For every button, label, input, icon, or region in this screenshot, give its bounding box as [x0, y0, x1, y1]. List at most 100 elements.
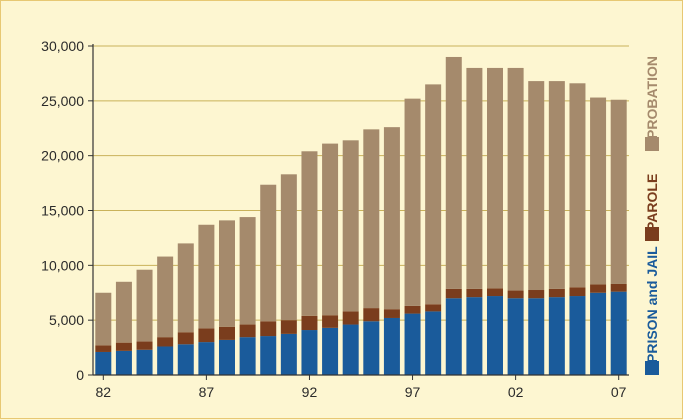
x-tick-labels: 82 87 92 97 02 07	[96, 384, 627, 400]
bar-probation-98	[425, 84, 442, 305]
x-tick-label: 07	[611, 384, 627, 400]
bar-prison-and-jail-99	[445, 298, 462, 375]
legend-swatch-prison-and-jail	[645, 361, 659, 375]
legend-label-parole: PAROLE	[644, 174, 660, 231]
bar-parole-93	[322, 315, 339, 328]
bar-prison-and-jail-00	[466, 297, 483, 375]
bar-probation-05	[569, 83, 586, 288]
grid-lines	[93, 45, 629, 321]
bar-parole-84	[136, 341, 153, 350]
x-tick-label: 02	[508, 384, 524, 400]
bar-prison-and-jail-96	[383, 317, 400, 375]
axes	[88, 44, 629, 380]
bar-probation-97	[404, 98, 421, 306]
bar-parole-02	[507, 290, 524, 299]
bar-prison-and-jail-82	[95, 351, 112, 375]
bar-prison-and-jail-04	[548, 297, 565, 375]
bar-parole-89	[239, 324, 256, 338]
y-tick-labels: 0 5,000 10,000 15,000 20,000 25,000 30,000	[41, 38, 84, 383]
x-tick-label: 82	[96, 384, 112, 400]
bar-parole-07	[610, 283, 627, 292]
bar-parole-00	[466, 288, 483, 298]
bar-prison-and-jail-89	[239, 337, 256, 375]
bar-parole-92	[301, 315, 318, 331]
bar-prison-and-jail-97	[404, 313, 421, 375]
bar-prison-and-jail-02	[507, 298, 524, 375]
bar-parole-88	[219, 326, 235, 340]
bar-probation-84	[136, 269, 153, 342]
bar-probation-04	[548, 81, 565, 289]
legend: PRISON and JAIL PAROLE PROBATION	[644, 56, 660, 375]
bar-parole-05	[569, 287, 586, 297]
bar-parole-87	[198, 328, 215, 343]
bar-prison-and-jail-90	[260, 336, 277, 375]
bar-probation-91	[280, 174, 297, 321]
bar-parole-82	[95, 345, 112, 352]
bar-parole-90	[260, 321, 277, 337]
bar-probation-87	[198, 224, 215, 329]
bar-probation-02	[507, 67, 524, 291]
bar-prison-and-jail-84	[136, 349, 153, 375]
y-tick-label: 30,000	[41, 38, 84, 54]
bar-parole-98	[425, 304, 442, 312]
bar-prison-and-jail-95	[363, 321, 380, 375]
bar-probation-00	[466, 67, 483, 289]
bar-prison-and-jail-83	[115, 350, 132, 375]
bar-parole-96	[383, 309, 400, 318]
bars	[95, 56, 627, 375]
bar-probation-88	[219, 220, 235, 327]
bar-parole-06	[590, 284, 607, 293]
bar-probation-82	[95, 292, 112, 346]
bar-probation-86	[177, 243, 194, 333]
bar-parole-04	[548, 288, 565, 298]
legend-label-prison-and-jail: PRISON and JAIL	[644, 246, 660, 363]
bar-prison-and-jail-03	[528, 298, 545, 375]
y-tick-label: 10,000	[41, 257, 84, 273]
bar-probation-89	[239, 217, 256, 325]
y-tick-label: 15,000	[41, 203, 84, 219]
bar-parole-01	[487, 288, 503, 297]
bar-probation-01	[487, 67, 503, 289]
bar-probation-06	[590, 97, 607, 285]
bar-prison-and-jail-07	[610, 291, 627, 375]
bar-probation-96	[383, 127, 400, 310]
y-tick-label: 25,000	[41, 93, 84, 109]
bar-prison-and-jail-98	[425, 311, 442, 375]
legend-label-probation: PROBATION	[644, 56, 660, 139]
bar-probation-93	[322, 143, 339, 316]
y-tick-label: 5,000	[49, 312, 84, 328]
legend-swatch-probation	[645, 137, 659, 151]
bar-probation-95	[363, 129, 380, 309]
bar-probation-85	[157, 256, 174, 338]
bar-prison-and-jail-88	[219, 339, 235, 375]
y-tick-label: 0	[76, 367, 84, 383]
bar-prison-and-jail-92	[301, 330, 318, 375]
bar-probation-94	[342, 140, 359, 312]
bar-parole-99	[445, 288, 462, 299]
bar-parole-94	[342, 311, 359, 325]
bar-parole-85	[157, 337, 174, 347]
legend-swatch-parole	[645, 227, 659, 241]
bar-probation-92	[301, 151, 318, 316]
bar-prison-and-jail-06	[590, 292, 607, 375]
x-tick-label: 87	[199, 384, 215, 400]
bar-prison-and-jail-87	[198, 342, 215, 375]
bar-probation-83	[115, 281, 132, 343]
bar-parole-91	[280, 320, 297, 334]
bar-probation-90	[260, 184, 277, 322]
bar-parole-95	[363, 308, 380, 322]
bar-parole-83	[115, 342, 132, 351]
x-tick-label: 92	[302, 384, 318, 400]
bar-parole-03	[528, 290, 545, 299]
bar-parole-86	[177, 332, 194, 345]
bar-prison-and-jail-94	[342, 324, 359, 375]
bar-probation-07	[610, 99, 627, 284]
bar-parole-97	[404, 305, 421, 314]
bar-prison-and-jail-93	[322, 327, 339, 375]
bar-prison-and-jail-85	[157, 346, 174, 375]
bar-prison-and-jail-01	[487, 296, 503, 375]
bar-prison-and-jail-91	[280, 333, 297, 375]
bar-prison-and-jail-86	[177, 344, 194, 375]
